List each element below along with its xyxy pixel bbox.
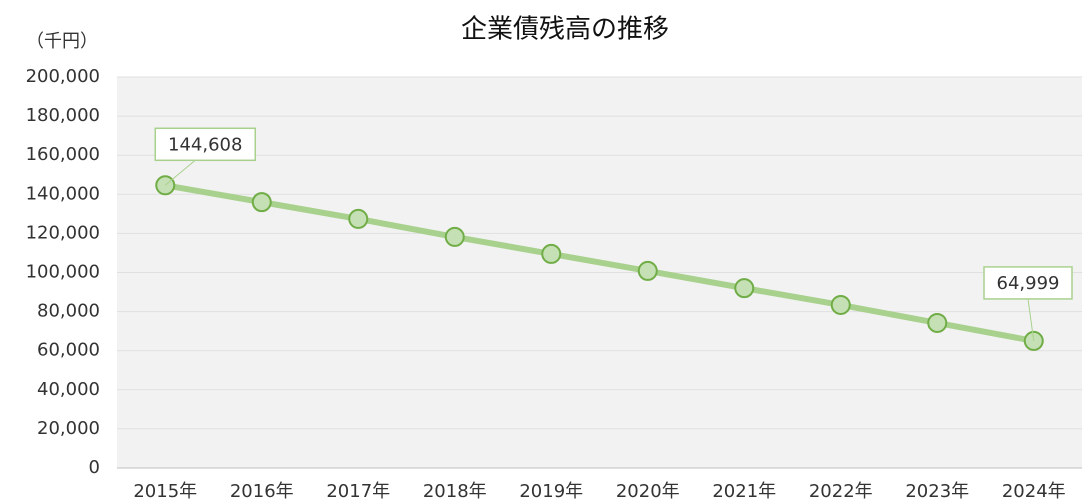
x-tick-label: 2020年: [616, 481, 680, 502]
x-tick-label: 2023年: [905, 481, 969, 502]
x-tick-label: 2022年: [809, 481, 873, 502]
marker: [830, 294, 851, 315]
label-box: [983, 266, 1073, 300]
y-tick-label: 0: [89, 457, 100, 478]
y-tick-label: 20,000: [37, 418, 100, 439]
y-tick-label: 120,000: [26, 222, 100, 243]
label-box: [154, 127, 256, 162]
marker: [444, 226, 465, 247]
x-tick-label: 2018年: [423, 481, 487, 502]
line: [164, 182, 1035, 344]
data-label: 144,608: [168, 134, 242, 155]
marker: [637, 260, 658, 281]
marker: [927, 312, 948, 333]
label-leader: [164, 159, 196, 186]
marker: [251, 192, 272, 213]
y-tick-label: 160,000: [26, 144, 100, 165]
y-tick-label: 180,000: [26, 105, 100, 126]
x-tick-label: 2024年: [1002, 481, 1066, 502]
x-tick-label: 2019年: [519, 481, 583, 502]
x-tick-label: 2021年: [712, 481, 776, 502]
y-tick-label: 140,000: [26, 183, 100, 204]
marker: [348, 208, 369, 229]
y-tick-label: 100,000: [26, 262, 100, 283]
label-leader: [1027, 298, 1035, 341]
marker: [734, 278, 755, 299]
x-tick-label: 2016年: [230, 481, 294, 502]
data-label: 64,999: [997, 273, 1060, 294]
marker: [541, 243, 562, 264]
chart-title: 企業債残高の推移: [461, 15, 669, 45]
y-tick-label: 40,000: [37, 379, 100, 400]
y-tick-label: 80,000: [37, 301, 100, 322]
y-tick-label: 200,000: [26, 66, 100, 87]
x-tick-label: 2015年: [133, 481, 197, 502]
x-tick-label: 2017年: [326, 481, 390, 502]
y-axis-label: （千円）: [26, 31, 98, 52]
y-tick-label: 60,000: [37, 340, 100, 361]
